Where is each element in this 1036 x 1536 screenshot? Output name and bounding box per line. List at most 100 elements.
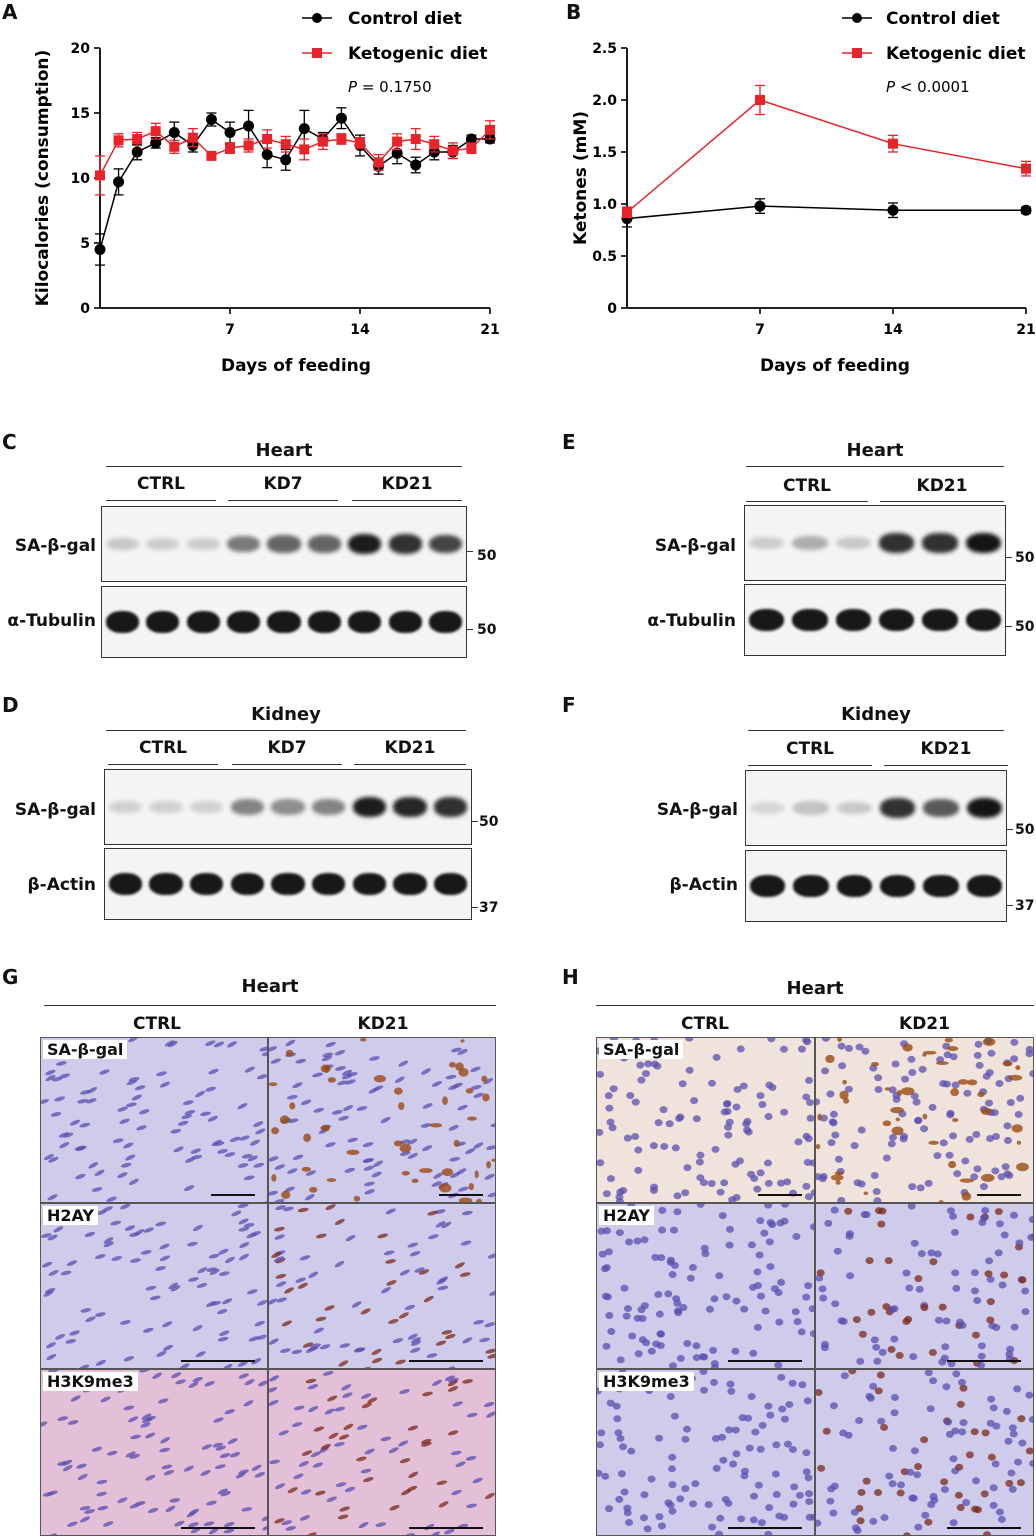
nucleus: [956, 1503, 965, 1511]
y-axis-label: Kilocalories (consumption): [33, 50, 53, 307]
nucleus: [269, 1190, 278, 1196]
nucleus: [917, 1250, 926, 1258]
nucleus: [120, 1204, 131, 1210]
nucleus: [431, 1080, 443, 1087]
nucleus: [445, 1366, 455, 1368]
nucleus: [79, 1505, 91, 1511]
nucleus: [335, 1482, 347, 1488]
nucleus: [244, 1066, 255, 1073]
nucleus: [622, 1312, 631, 1320]
nucleus: [465, 1455, 477, 1461]
nucleus: [184, 1110, 196, 1115]
nucleus: [1000, 1231, 1009, 1239]
nucleus: [369, 1056, 380, 1061]
nucleus: [949, 1132, 958, 1140]
nucleus: [269, 1338, 279, 1345]
blot-band: [966, 874, 1003, 898]
nucleus: [983, 1531, 992, 1535]
blot-band: [835, 536, 872, 550]
nucleus: [946, 1207, 955, 1215]
nucleus: [857, 1126, 866, 1134]
nucleus: [934, 1316, 943, 1324]
nucleus: [634, 1166, 643, 1174]
histo-g-col-kd21: KD21: [357, 1014, 409, 1034]
nucleus: [987, 1453, 996, 1461]
nucleus: [998, 1281, 1007, 1289]
nucleus: [100, 1396, 111, 1403]
nucleus: [457, 1049, 468, 1055]
nucleus: [667, 1465, 676, 1473]
y-tick-label: 2.5: [592, 41, 617, 57]
nucleus: [954, 1491, 963, 1499]
nucleus: [806, 1114, 814, 1122]
nucleus: [657, 1522, 666, 1530]
nucleus: [765, 1081, 774, 1089]
nucleus: [334, 1406, 346, 1412]
nucleus: [631, 1098, 640, 1106]
blot-band: [267, 535, 301, 553]
nucleus: [420, 1438, 432, 1444]
sa-bgal-stain: [458, 1197, 473, 1202]
nucleus: [239, 1135, 250, 1141]
nucleus: [668, 1453, 677, 1461]
nucleus: [392, 1338, 404, 1344]
nucleus: [238, 1227, 250, 1232]
data-point-keto: [447, 145, 458, 156]
nucleus: [182, 1100, 194, 1105]
nucleus: [966, 1213, 975, 1221]
nucleus: [718, 1212, 727, 1220]
nucleus: [994, 1249, 1003, 1257]
nucleus: [943, 1051, 952, 1059]
nucleus: [764, 1204, 773, 1209]
sa-bgal-stain: [327, 1077, 336, 1083]
sa-bgal-stain: [884, 1087, 891, 1091]
nucleus: [145, 1474, 156, 1481]
data-point-keto: [373, 157, 384, 168]
blot-band: [348, 533, 382, 555]
blot-d-row-label-actin: β-Actin: [27, 875, 96, 895]
nucleus: [1003, 1170, 1012, 1178]
nucleus: [950, 1228, 959, 1236]
nucleus: [723, 1100, 732, 1108]
nucleus: [862, 1477, 871, 1485]
nucleus: [665, 1120, 674, 1128]
nucleus: [834, 1155, 843, 1163]
nucleus: [345, 1079, 356, 1085]
nucleus: [753, 1268, 762, 1276]
nucleus: [597, 1429, 606, 1437]
nucleus: [217, 1148, 228, 1154]
nucleus: [626, 1091, 635, 1099]
nucleus: [971, 1331, 980, 1339]
nucleus: [673, 1192, 682, 1200]
sa-bgal-stain: [922, 1050, 937, 1055]
blot-c-mw-tick: [467, 551, 473, 552]
nucleus: [987, 1049, 996, 1057]
nucleus: [805, 1076, 814, 1084]
sa-bgal-stain: [959, 1178, 974, 1183]
nucleus: [229, 1136, 241, 1142]
nucleus: [66, 1260, 78, 1266]
nucleus: [910, 1239, 919, 1247]
y-tick-label: 1.5: [592, 145, 617, 161]
nucleus: [777, 1179, 786, 1187]
x-axis-label: Days of feeding: [760, 356, 910, 376]
nucleus: [870, 1336, 879, 1344]
nucleus: [487, 1192, 495, 1198]
nucleus: [459, 1272, 471, 1277]
nucleus: [690, 1097, 699, 1105]
nucleus: [944, 1418, 953, 1426]
nucleus: [466, 1503, 478, 1509]
nucleus: [731, 1347, 740, 1355]
nucleus: [692, 1115, 701, 1123]
nucleus: [700, 1244, 709, 1252]
sa-bgal-stain: [967, 1079, 978, 1086]
nucleus: [297, 1282, 308, 1289]
nucleus: [259, 1046, 267, 1052]
nucleus: [484, 1173, 495, 1180]
sa-bgal-stain: [271, 1174, 277, 1182]
nucleus: [924, 1370, 933, 1377]
histology-panel: [268, 1369, 496, 1536]
nucleus: [447, 1430, 459, 1436]
nucleus: [338, 1434, 350, 1440]
nucleus: [310, 1451, 321, 1458]
